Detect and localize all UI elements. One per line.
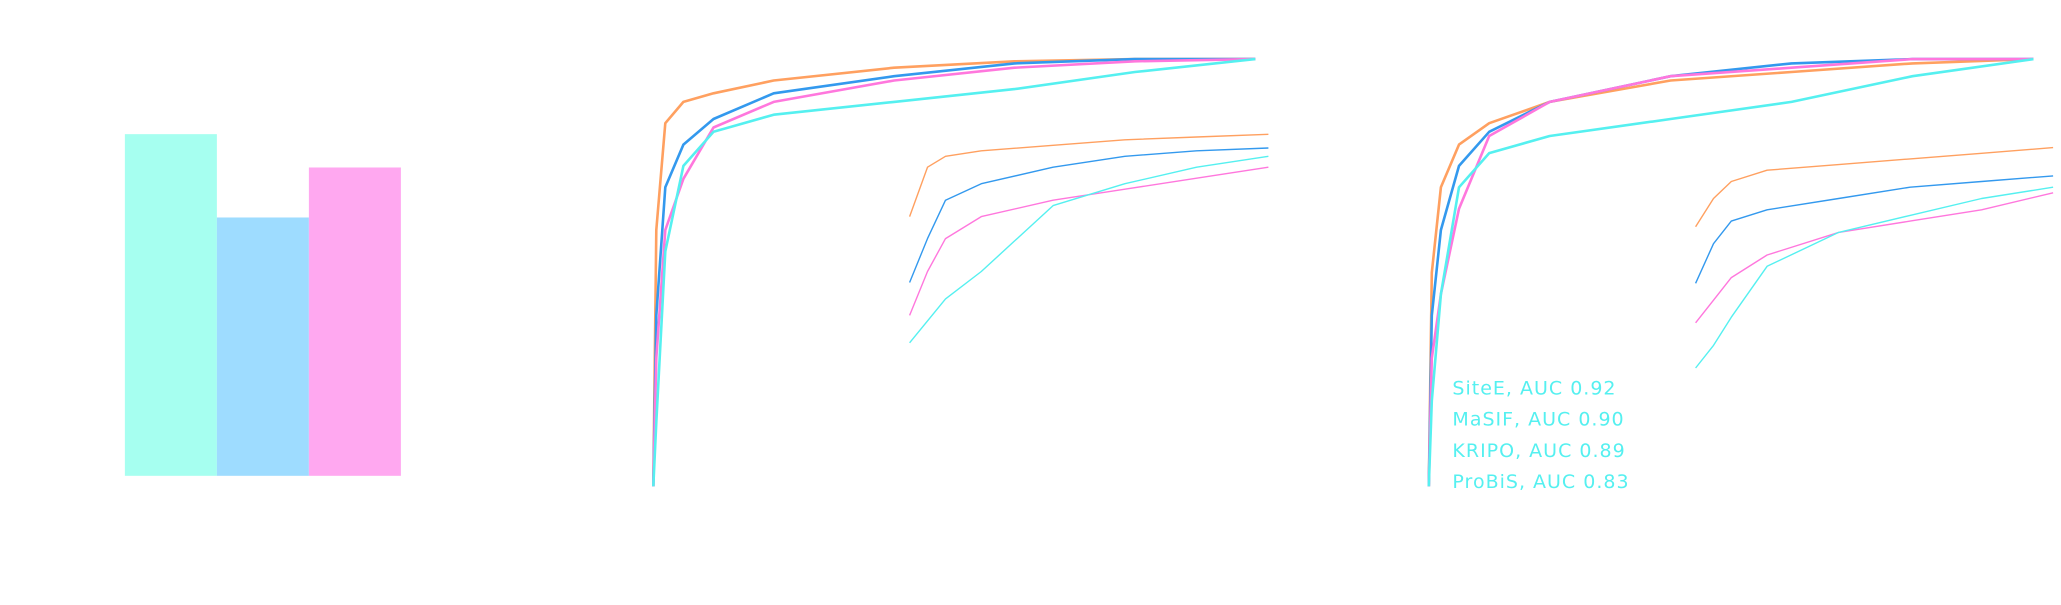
roc-curve bbox=[652, 57, 1256, 487]
roc-curve bbox=[908, 147, 1269, 283]
roc-curve bbox=[1427, 57, 2034, 487]
roc-curve bbox=[1695, 186, 2054, 369]
legend-entry: SiteE, AUC 0.92 bbox=[1452, 378, 1616, 400]
roc-curve bbox=[1427, 57, 2034, 487]
roc-curve bbox=[652, 57, 1256, 487]
roc-curve bbox=[1694, 175, 2054, 284]
roc-curve bbox=[909, 155, 1269, 344]
bar bbox=[308, 167, 401, 476]
roc-curve bbox=[908, 133, 1269, 217]
roc-curve bbox=[908, 166, 1269, 316]
legend-entry: KRIPO, AUC 0.89 bbox=[1452, 440, 1625, 462]
legend-entry: ProBiS, AUC 0.83 bbox=[1452, 471, 1629, 493]
legend-entry: MaSIF, AUC 0.90 bbox=[1452, 409, 1624, 431]
bar bbox=[124, 134, 217, 476]
bar bbox=[216, 217, 309, 476]
roc-curve bbox=[1427, 57, 2034, 487]
roc-curve bbox=[1695, 146, 2054, 228]
roc-curve bbox=[652, 57, 1256, 487]
roc-curve bbox=[1427, 57, 2034, 487]
roc-curve bbox=[1695, 192, 2054, 324]
